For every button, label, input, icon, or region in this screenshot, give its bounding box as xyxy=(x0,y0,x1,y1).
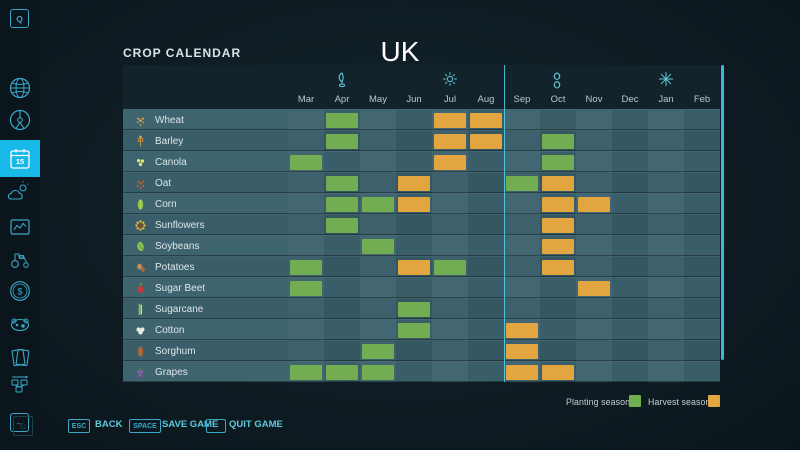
svg-text:15: 15 xyxy=(16,157,24,166)
svg-text:$: $ xyxy=(17,287,22,297)
